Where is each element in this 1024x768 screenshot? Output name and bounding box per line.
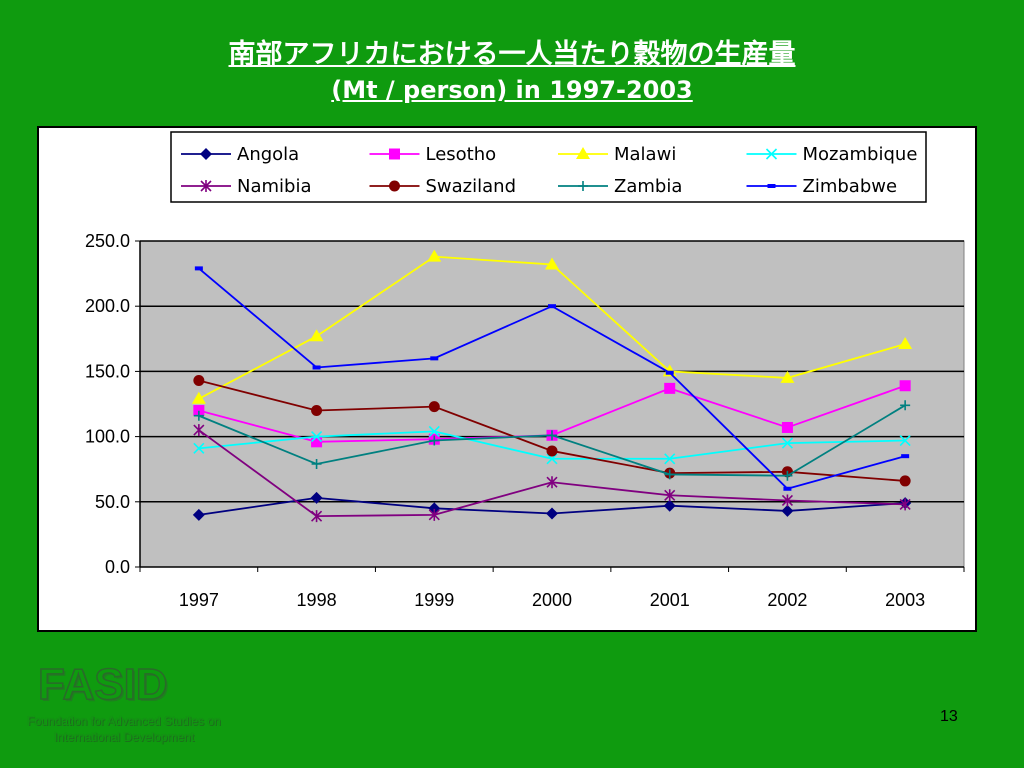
- legend-marker-swaziland: [389, 180, 400, 192]
- data-point-namibia: [546, 476, 558, 489]
- data-point-swaziland: [899, 475, 911, 487]
- data-point-angola: [663, 499, 676, 512]
- legend-item-swaziland: Swaziland: [369, 176, 517, 197]
- data-point-swaziland: [193, 375, 205, 387]
- legend-label-malawi: Malawi: [614, 144, 676, 165]
- data-point-zambia: [547, 430, 557, 441]
- data-point-mozambique: [193, 442, 205, 454]
- y-tick-label: 50.0: [95, 492, 130, 512]
- legend-marker-zimbabwe: [767, 184, 776, 188]
- data-point-malawi: [780, 370, 795, 383]
- legend-item-lesotho: Lesotho: [369, 144, 497, 165]
- legend-label-angola: Angola: [237, 144, 299, 165]
- legend-marker-malawi: [576, 147, 590, 159]
- data-point-mozambique: [781, 437, 793, 449]
- legend-label-namibia: Namibia: [237, 176, 312, 197]
- data-point-zambia: [782, 470, 793, 481]
- data-point-mozambique: [899, 434, 911, 447]
- legend-item-zimbabwe: Zimbabwe: [746, 176, 898, 197]
- y-tick-label: 200.0: [85, 296, 130, 316]
- data-point-lesotho: [193, 405, 205, 417]
- data-point-zambia: [193, 410, 204, 421]
- legend-item-namibia: Namibia: [181, 176, 312, 197]
- legend-marker-angola: [200, 148, 212, 160]
- legend-marker-zambia: [578, 181, 588, 191]
- data-point-mozambique: [546, 453, 558, 465]
- data-point-zimbabwe: [312, 365, 321, 370]
- data-point-malawi: [427, 249, 442, 262]
- data-point-lesotho: [899, 380, 911, 392]
- data-point-swaziland: [546, 445, 558, 457]
- data-point-zimbabwe: [783, 486, 792, 491]
- data-point-swaziland: [311, 405, 323, 417]
- series-zambia: [193, 400, 911, 481]
- legend-item-mozambique: Mozambique: [746, 144, 918, 165]
- data-point-namibia: [193, 424, 205, 437]
- line-chart: 0.0 50.0 100.0 150.0 200.0 250.0 1997 1998 1999 2…: [85, 131, 965, 610]
- x-tick-label: 1999: [414, 590, 454, 610]
- data-point-zambia: [664, 469, 675, 480]
- x-tick-label: 2001: [650, 590, 690, 610]
- data-point-zimbabwe: [430, 356, 439, 361]
- y-tick-label: 150.0: [85, 361, 130, 381]
- slide-subtitle: (Mt / person) in 1997-2003: [331, 76, 693, 104]
- data-point-namibia: [664, 489, 676, 502]
- data-point-malawi: [898, 337, 913, 350]
- data-point-angola: [310, 491, 323, 504]
- data-point-zimbabwe: [901, 454, 910, 459]
- data-point-malawi: [191, 391, 206, 404]
- data-point-zambia: [900, 400, 911, 411]
- legend-item-zambia: Zambia: [558, 176, 682, 197]
- legend-marker-mozambique: [765, 148, 778, 160]
- legend-item-angola: Angola: [181, 144, 299, 165]
- legend-label-zimbabwe: Zimbabwe: [803, 176, 898, 197]
- data-point-angola: [192, 508, 205, 521]
- legend-marker-namibia: [200, 180, 212, 192]
- data-point-angola: [546, 507, 558, 520]
- data-point-namibia: [311, 510, 323, 523]
- data-point-namibia: [428, 508, 440, 521]
- fasid-logo-subtitle: Foundation for Advanced Studies on Inter…: [27, 714, 221, 744]
- page-number: 13: [940, 708, 958, 725]
- legend-label-swaziland: Swaziland: [426, 176, 517, 197]
- legend: [170, 131, 927, 203]
- data-point-zimbabwe: [194, 266, 203, 271]
- data-point-swaziland: [428, 401, 440, 413]
- x-tick-label: 1998: [297, 590, 337, 610]
- series-namibia: [193, 424, 911, 523]
- y-tick-label: 250.0: [85, 231, 130, 251]
- legend-marker-lesotho: [389, 148, 400, 160]
- data-point-zambia: [311, 458, 322, 469]
- legend-item-malawi: Malawi: [558, 144, 676, 165]
- series-zimbabwe: [194, 266, 910, 491]
- data-point-mozambique: [311, 431, 323, 443]
- data-point-zimbabwe: [548, 304, 556, 309]
- data-point-malawi: [309, 329, 324, 342]
- legend-label-mozambique: Mozambique: [803, 144, 918, 165]
- slide-title: 南部アフリカにおける一人当たり穀物の生産量: [228, 39, 796, 70]
- legend-label-zambia: Zambia: [614, 176, 682, 197]
- data-point-namibia: [899, 498, 911, 511]
- y-tick-label: 0.0: [105, 557, 130, 577]
- data-point-mozambique: [428, 425, 440, 437]
- series-angola: [192, 491, 912, 521]
- data-point-angola: [781, 504, 794, 517]
- data-point-lesotho: [311, 436, 323, 448]
- y-tick-label: 100.0: [85, 427, 130, 447]
- data-point-mozambique: [664, 453, 676, 465]
- x-tick-label: 2003: [885, 590, 925, 610]
- series-mozambique: [193, 425, 911, 465]
- data-point-malawi: [545, 257, 559, 270]
- chart-area: 0.0 50.0 100.0 150.0 200.0 250.0 1997 1998 1999 2…: [37, 126, 977, 632]
- fasid-logo: FASID: [37, 659, 168, 710]
- data-point-lesotho: [781, 421, 793, 433]
- data-point-namibia: [781, 494, 793, 507]
- data-point-zimbabwe: [665, 370, 674, 375]
- legend-label-lesotho: Lesotho: [426, 144, 497, 165]
- x-tick-label: 2002: [767, 590, 807, 610]
- x-tick-label: 1997: [179, 590, 219, 610]
- x-tick-label: 2000: [532, 590, 572, 610]
- data-point-lesotho: [664, 382, 676, 394]
- data-point-zambia: [429, 435, 440, 446]
